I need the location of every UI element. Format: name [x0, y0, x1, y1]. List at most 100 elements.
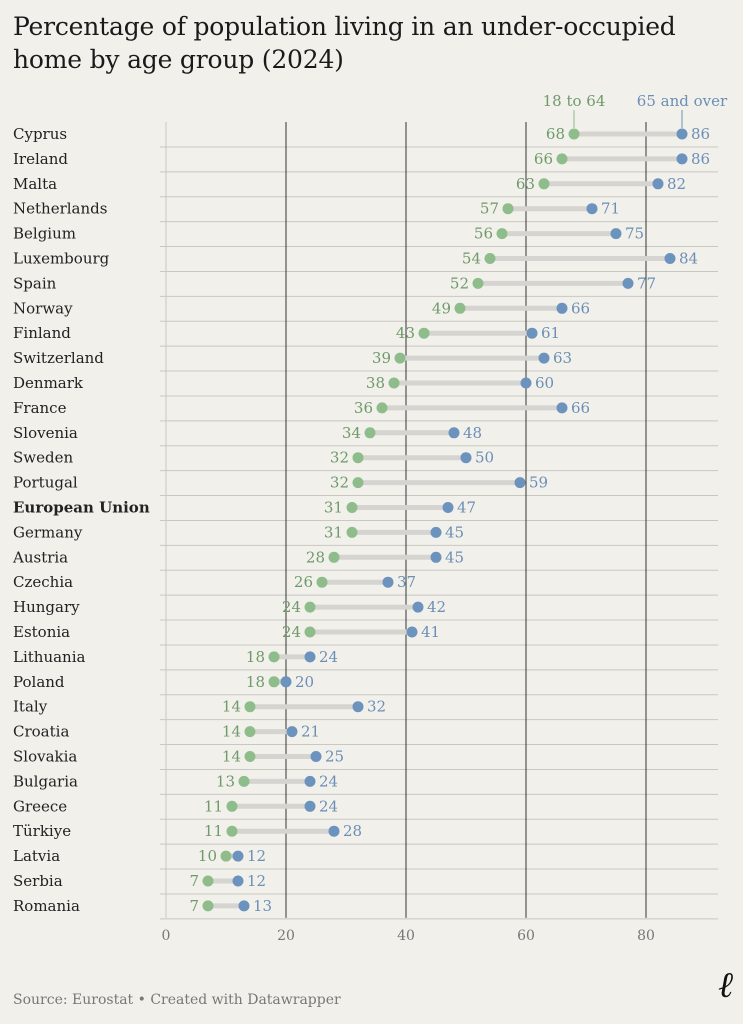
- chart-title: Percentage of population living in an un…: [13, 12, 676, 74]
- value-label-65-and-over: 84: [679, 250, 698, 268]
- value-label-65-and-over: 24: [319, 797, 338, 815]
- row-label: Hungary: [13, 598, 80, 616]
- value-label-18-to-64: 11: [204, 822, 223, 840]
- x-tick-label: 20: [277, 928, 295, 944]
- dot-18-to-64: [538, 178, 550, 190]
- dot-18-to-64: [244, 701, 256, 713]
- row-label: Austria: [12, 548, 68, 566]
- row-label: Switzerland: [13, 349, 104, 367]
- dot-65-and-over: [652, 178, 664, 190]
- row-label: France: [13, 399, 67, 417]
- value-label-65-and-over: 66: [571, 399, 590, 417]
- row-label: Türkiye: [13, 822, 71, 840]
- value-label-65-and-over: 24: [319, 648, 338, 666]
- dot-65-and-over: [382, 576, 394, 588]
- value-label-18-to-64: 34: [342, 424, 361, 442]
- dot-18-to-64: [394, 352, 406, 364]
- dot-65-and-over: [448, 427, 460, 439]
- value-label-18-to-64: 68: [546, 125, 565, 143]
- x-tick-label: 60: [517, 928, 535, 944]
- row-label: Luxembourg: [13, 250, 110, 268]
- dot-65-and-over: [430, 551, 442, 563]
- value-label-65-and-over: 42: [427, 598, 446, 616]
- dot-18-to-64: [364, 427, 376, 439]
- value-label-65-and-over: 41: [421, 623, 440, 641]
- value-label-18-to-64: 14: [222, 748, 241, 766]
- dot-65-and-over: [310, 751, 322, 762]
- row-label: Lithuania: [13, 648, 86, 666]
- value-label-65-and-over: 24: [319, 772, 338, 790]
- value-label-65-and-over: 61: [541, 324, 560, 342]
- value-label-65-and-over: 12: [247, 847, 266, 865]
- dot-65-and-over: [610, 228, 622, 240]
- dot-65-and-over: [232, 850, 244, 862]
- row-label: Romania: [13, 897, 80, 915]
- value-label-65-and-over: 71: [601, 200, 620, 218]
- row-label: Netherlands: [13, 200, 107, 218]
- row-label: Belgium: [13, 225, 76, 243]
- dot-18-to-64: [388, 377, 400, 389]
- dot-65-and-over: [352, 701, 364, 713]
- value-label-65-and-over: 45: [445, 523, 464, 541]
- row-label: Malta: [13, 175, 57, 193]
- dot-65-and-over: [406, 626, 418, 638]
- dot-65-and-over: [304, 775, 316, 787]
- row-label: Spain: [13, 274, 57, 292]
- value-label-65-and-over: 86: [691, 150, 710, 168]
- dot-65-and-over: [538, 352, 550, 364]
- value-label-18-to-64: 26: [294, 573, 313, 591]
- dot-65-and-over: [676, 153, 688, 165]
- dot-18-to-64: [238, 775, 250, 787]
- value-label-18-to-64: 10: [198, 847, 217, 865]
- dot-18-to-64: [352, 452, 364, 464]
- row-label: Denmark: [13, 374, 84, 392]
- dot-18-to-64: [556, 153, 568, 165]
- value-label-65-and-over: 21: [301, 723, 320, 741]
- value-label-18-to-64: 39: [372, 349, 391, 367]
- value-label-65-and-over: 13: [253, 897, 272, 915]
- value-label-65-and-over: 28: [343, 822, 362, 840]
- row-label: Croatia: [13, 723, 69, 741]
- value-label-65-and-over: 75: [625, 225, 644, 243]
- row-label: Slovenia: [13, 424, 78, 442]
- row-label: Cyprus: [13, 125, 67, 143]
- value-label-18-to-64: 38: [366, 374, 385, 392]
- value-label-18-to-64: 52: [450, 274, 469, 292]
- dot-18-to-64: [226, 800, 238, 812]
- legend: 18 to 64 65 and over: [543, 92, 728, 128]
- value-label-65-and-over: 48: [463, 424, 482, 442]
- value-label-65-and-over: 12: [247, 872, 266, 890]
- dot-18-to-64: [346, 502, 358, 513]
- value-label-65-and-over: 60: [535, 374, 554, 392]
- value-label-18-to-64: 18: [246, 648, 265, 666]
- row-label: Germany: [13, 523, 83, 541]
- dot-65-and-over: [412, 601, 424, 613]
- value-label-18-to-64: 36: [354, 399, 373, 417]
- row-label: Sweden: [13, 449, 73, 467]
- row-label: Serbia: [13, 872, 63, 890]
- dot-65-and-over: [514, 477, 526, 489]
- value-label-18-to-64: 14: [222, 723, 241, 741]
- value-label-18-to-64: 66: [534, 150, 553, 168]
- value-label-65-and-over: 66: [571, 299, 590, 317]
- dot-65-and-over: [676, 128, 688, 140]
- value-label-65-and-over: 77: [637, 274, 656, 292]
- dot-18-to-64: [244, 726, 256, 738]
- dot-18-to-64: [568, 128, 580, 140]
- value-label-18-to-64: 63: [516, 175, 535, 193]
- dot-18-to-64: [352, 477, 364, 489]
- row-label: Czechia: [13, 573, 73, 591]
- value-label-18-to-64: 43: [396, 324, 415, 342]
- value-label-18-to-64: 7: [189, 872, 199, 890]
- dot-65-and-over: [280, 676, 292, 688]
- row-label: Ireland: [13, 150, 68, 168]
- value-label-65-and-over: 45: [445, 548, 464, 566]
- grid-layer: [160, 122, 718, 920]
- dot-18-to-64: [346, 526, 358, 538]
- value-label-18-to-64: 7: [189, 897, 199, 915]
- value-label-18-to-64: 32: [330, 474, 349, 492]
- x-tick-label: 40: [397, 928, 415, 944]
- dot-18-to-64: [484, 253, 496, 264]
- row-label: Italy: [13, 698, 48, 716]
